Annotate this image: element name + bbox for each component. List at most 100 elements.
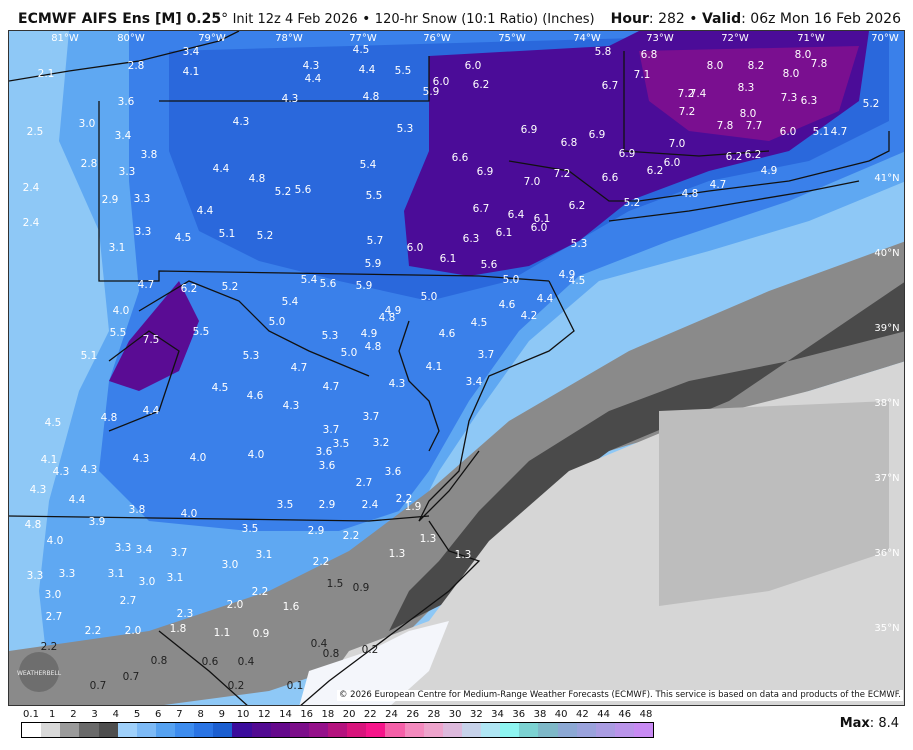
- colorbar-swatch: [155, 723, 175, 737]
- snow-value: 1.3: [455, 549, 472, 561]
- colorbar-swatch: [385, 723, 405, 737]
- snow-value: 8.0: [707, 60, 724, 72]
- shade-gray-patch: [659, 401, 889, 606]
- snow-value: 4.5: [353, 44, 370, 56]
- snow-value: 3.3: [59, 568, 76, 580]
- colorbar-tick-label: 34: [491, 709, 504, 720]
- snow-value: 4.4: [69, 494, 86, 506]
- map-canvas: 81°W 80°W 79°W 78°W 77°W 76°W 75°W 74°W 73°W 72°W…: [9, 31, 904, 705]
- snow-value: 7.2: [678, 88, 695, 100]
- snow-value: 2.9: [308, 525, 325, 537]
- colorbar-swatch: [60, 723, 80, 737]
- snow-value: 3.7: [363, 411, 380, 423]
- snow-value: 2.4: [362, 499, 379, 511]
- longitude-label: 75°W: [498, 33, 526, 44]
- snow-value: 6.3: [801, 95, 818, 107]
- colorbar-swatch: [614, 723, 634, 737]
- snow-value: 2.4: [23, 182, 40, 194]
- snow-value: 5.7: [367, 235, 384, 247]
- latitude-label: 35°N: [874, 623, 899, 634]
- snow-value: 4.0: [248, 449, 265, 461]
- colorbar-swatch: [423, 723, 443, 737]
- colorbar-tick-label: 42: [576, 709, 589, 720]
- snow-value: 2.4: [23, 217, 40, 229]
- snow-value: 6.6: [602, 172, 619, 184]
- snow-value: 0.2: [228, 680, 245, 692]
- snow-value: 2.2: [396, 493, 413, 505]
- colorbar-tick-label: 8: [197, 709, 204, 720]
- colorbar-tick-label: 18: [321, 709, 335, 720]
- snow-value: 4.9: [761, 165, 778, 177]
- snow-value: 3.6: [118, 96, 135, 108]
- snow-value: 2.7: [356, 477, 373, 489]
- snow-value: 4.7: [291, 362, 308, 374]
- snow-value: 4.6: [247, 390, 264, 402]
- latitude-label: 41°N: [874, 173, 899, 184]
- snow-value: 3.2: [373, 437, 390, 449]
- latitude-label: 39°N: [874, 323, 899, 334]
- snow-value: 3.5: [277, 499, 294, 511]
- snow-value: 5.1: [81, 350, 98, 362]
- longitude-label: 70°W: [871, 33, 899, 44]
- snow-value: 6.9: [477, 166, 494, 178]
- snow-value: 4.5: [569, 275, 586, 287]
- colorbar-tick-label: 22: [363, 709, 377, 720]
- snow-value: 4.7: [138, 279, 155, 291]
- snow-value: 5.9: [365, 258, 382, 270]
- snow-value: 6.1: [496, 227, 513, 239]
- boundaries: [9, 31, 890, 705]
- colorbar-swatch: [366, 723, 386, 737]
- colorbar-swatch: [500, 723, 520, 737]
- snow-value: 4.4: [537, 293, 554, 305]
- snow-value: 5.6: [295, 184, 312, 196]
- colorbar-swatch: [634, 723, 654, 737]
- snow-value: 2.8: [81, 158, 98, 170]
- snow-value: 4.5: [212, 382, 229, 394]
- colorbar-swatch: [461, 723, 481, 737]
- longitude-label: 76°W: [423, 33, 451, 44]
- colorbar-tick-label: 32: [469, 709, 483, 720]
- colorbar-swatch: [442, 723, 462, 737]
- snow-value: 5.5: [110, 327, 127, 339]
- snow-value: 4.3: [81, 464, 98, 476]
- snow-value: 2.0: [227, 599, 244, 611]
- longitude-label: 73°W: [646, 33, 674, 44]
- snow-value: 4.4: [197, 205, 214, 217]
- snow-value: 5.3: [322, 330, 339, 342]
- snow-value: 7.8: [811, 58, 828, 70]
- snow-value: 6.1: [440, 253, 457, 265]
- snow-value: 7.3: [781, 92, 798, 104]
- snow-value: 3.4: [115, 130, 132, 142]
- colorbar-swatch: [576, 723, 596, 737]
- colorbar-tick-label: 7: [176, 709, 183, 720]
- map-title: ECMWF AIFS Ens [M] 0.25° Init 12z 4 Feb …: [18, 11, 595, 27]
- snow-value: 6.9: [619, 148, 636, 160]
- snow-value: 5.4: [360, 159, 377, 171]
- colorbar-swatch: [538, 723, 558, 737]
- snow-value: 7.4: [690, 88, 707, 100]
- snow-value: 4.8: [101, 412, 118, 424]
- snow-value: 6.2: [647, 165, 664, 177]
- snow-value: 1.3: [389, 548, 406, 560]
- snow-value: 6.3: [463, 233, 480, 245]
- colorbar-tick-label: 40: [554, 709, 568, 720]
- snow-value: 3.5: [333, 438, 350, 450]
- colorbar-tick-label: 28: [427, 709, 441, 720]
- max-number: 8.4: [878, 716, 899, 731]
- snow-value: 8.2: [748, 60, 765, 72]
- snow-value: 6.0: [531, 222, 548, 234]
- colorbar-swatch: [328, 723, 348, 737]
- snow-value: 0.7: [123, 671, 140, 683]
- snow-value: 2.9: [102, 194, 119, 206]
- snow-value: 5.5: [193, 326, 210, 338]
- snow-value: 4.4: [143, 405, 160, 417]
- snow-value: 3.1: [167, 572, 184, 584]
- hour-value: 282: [658, 11, 685, 27]
- colorbar-tick-label: 14: [279, 709, 292, 720]
- latitude-label: 38°N: [874, 398, 899, 409]
- colorbar-swatch: [98, 723, 118, 737]
- longitude-label: 77°W: [349, 33, 377, 44]
- colorbar-tick-label: 48: [639, 709, 653, 720]
- snow-value: 4.5: [471, 317, 488, 329]
- colorbar-swatch: [117, 723, 137, 737]
